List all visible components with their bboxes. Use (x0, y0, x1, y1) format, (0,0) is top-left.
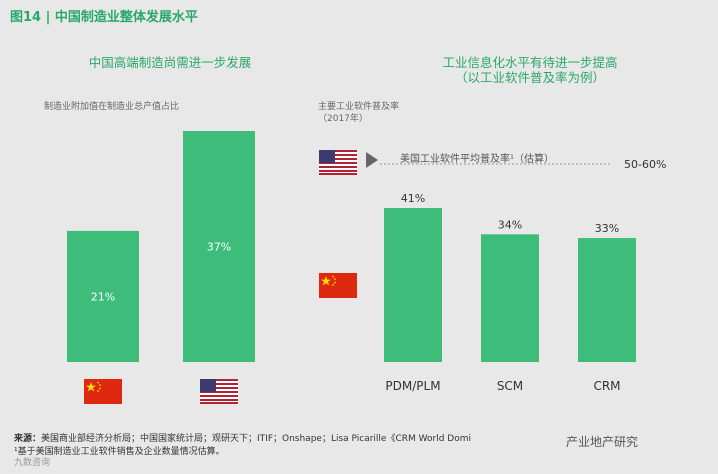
right-panel-title-line2: （以工业软件普及率为例） (454, 70, 605, 85)
data-label-right-0: 41% (401, 192, 425, 205)
bar-right-2 (578, 238, 636, 362)
triangle-right-icon (366, 152, 378, 168)
data-label-left-1: 37% (207, 241, 231, 254)
data-label-left-0: 21% (91, 290, 115, 303)
data-label-right-2: 33% (595, 222, 619, 235)
bar-right-0 (384, 208, 442, 362)
left-panel-subtitle: 制造业附加值在制造业总产值占比 (44, 102, 180, 112)
bar-left-1 (183, 131, 255, 362)
us-reference-value: 50-60% (624, 158, 667, 171)
us-reference-label: 美国工业软件平均普及率¹（估算） (400, 154, 555, 165)
watermark-left: 九数咨询 (14, 458, 51, 468)
us-flag-icon (200, 379, 238, 404)
footnote: ¹基于美国制造业工业软件销售及企业数量情况估算。 (14, 447, 225, 457)
source-note: 来源：美国商业部经济分析局；中国国家统计局；观研天下；ITIF；Onshape；… (14, 433, 574, 459)
right-panel-subtitle-line1: 主要工业软件普及率 (318, 102, 400, 112)
right-panel-subtitle-line2: （2017年） (318, 114, 368, 124)
right-panel-title-line1: 工业信息化水平有待进一步提高 (442, 55, 618, 70)
china-flag-icon (84, 379, 122, 404)
category-label-0: PDM/PLM (385, 379, 440, 393)
china-flag-icon (319, 273, 357, 298)
bar-right-1 (481, 234, 539, 362)
watermark-right: 产业地产研究 (566, 435, 639, 449)
left-panel-title: 中国高端制造尚需进一步发展 (88, 55, 252, 70)
bar-left-0 (67, 230, 139, 362)
source-label: 来源： (14, 434, 42, 444)
source-text: 美国商业部经济分析局；中国国家统计局；观研天下；ITIF；Onshape；Lis… (41, 434, 471, 444)
category-label-1: SCM (497, 379, 523, 393)
category-label-2: CRM (593, 379, 620, 393)
data-label-right-1: 34% (498, 218, 522, 231)
figure-title: 图14 | 中国制造业整体发展水平 (10, 10, 198, 25)
us-flag-icon (319, 150, 357, 175)
